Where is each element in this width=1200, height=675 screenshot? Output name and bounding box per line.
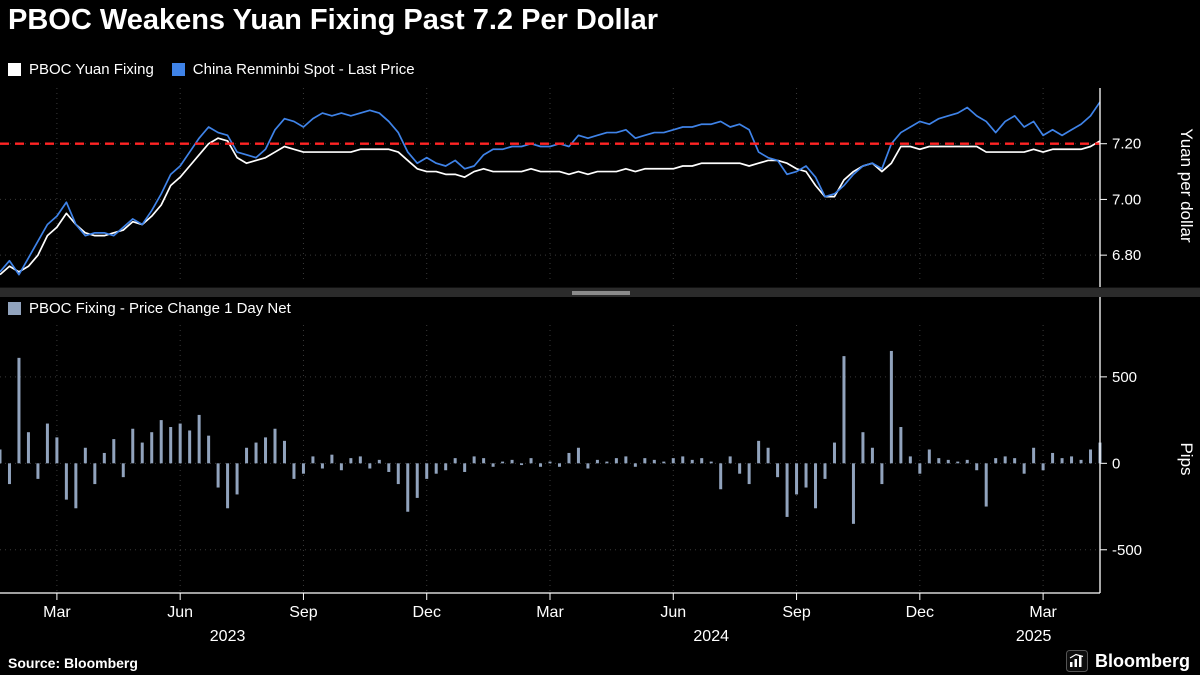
x-tick-label: Dec bbox=[906, 604, 934, 621]
axes: Mar Jun Sep Dec Mar Jun Sep Dec Mar 2023 2024 2025 bbox=[0, 88, 1101, 645]
year-label: 2024 bbox=[693, 628, 729, 645]
chart-title: PBOC Weakens Yuan Fixing Past 7.2 Per Do… bbox=[8, 4, 659, 36]
line-series-0 bbox=[0, 137, 1101, 276]
source-label: Source: Bloomberg bbox=[8, 655, 138, 671]
line-series-1 bbox=[0, 101, 1101, 276]
legend-label-bars: PBOC Fixing - Price Change 1 Day Net bbox=[29, 300, 291, 317]
bloomberg-logo: Bloomberg bbox=[1065, 650, 1190, 672]
x-tick-label: Mar bbox=[1029, 604, 1057, 621]
x-tick-label: Mar bbox=[536, 604, 564, 621]
y-tick-label: 7.20 bbox=[1112, 136, 1141, 153]
panel-bottom: 500 0 -500 Pips bbox=[0, 325, 1196, 593]
chart-canvas: 6.80 7.00 7.20 Yuan per dollar 500 0 -500 Pips M… bbox=[0, 88, 1196, 645]
bloomberg-logo-text: Bloomberg bbox=[1094, 650, 1190, 671]
year-label: 2023 bbox=[210, 628, 246, 645]
panel-divider bbox=[0, 287, 1200, 297]
legend-label-spot: China Renminbi Spot - Last Price bbox=[192, 61, 415, 78]
divider-handle-icon bbox=[572, 291, 630, 295]
x-tick-label: Dec bbox=[412, 604, 440, 621]
fixing-swatch-icon bbox=[8, 63, 21, 76]
legend-item-bars: PBOC Fixing - Price Change 1 Day Net bbox=[8, 300, 291, 317]
x-tick-label: Sep bbox=[289, 604, 318, 621]
x-tick-label: Jun bbox=[167, 604, 193, 621]
y-axis-title: Pips bbox=[1177, 442, 1196, 475]
legend-label-fixing: PBOC Yuan Fixing bbox=[29, 61, 154, 78]
bloomberg-logo-icon bbox=[1065, 650, 1088, 672]
y-tick-label: 500 bbox=[1112, 369, 1137, 386]
x-tick-label: Mar bbox=[43, 604, 71, 621]
legend-item-fixing: PBOC Yuan Fixing bbox=[8, 61, 154, 78]
y-axis-title: Yuan per dollar bbox=[1177, 128, 1196, 243]
bars-swatch-icon bbox=[8, 302, 21, 315]
y-tick-label: 6.80 bbox=[1112, 247, 1141, 264]
legend-top: PBOC Yuan Fixing China Renminbi Spot - L… bbox=[8, 61, 433, 78]
bar-series bbox=[0, 350, 1102, 524]
y-tick-label: -500 bbox=[1112, 542, 1142, 559]
y-tick-label: 7.00 bbox=[1112, 191, 1141, 208]
year-label: 2025 bbox=[1016, 628, 1052, 645]
y-tick-label: 0 bbox=[1112, 455, 1120, 472]
panel-top: 6.80 7.00 7.20 Yuan per dollar bbox=[0, 88, 1196, 283]
x-tick-label: Jun bbox=[660, 604, 686, 621]
x-tick-label: Sep bbox=[782, 604, 811, 621]
legend-item-spot: China Renminbi Spot - Last Price bbox=[171, 61, 415, 78]
legend-bottom: PBOC Fixing - Price Change 1 Day Net bbox=[8, 300, 309, 317]
spot-swatch-icon bbox=[171, 63, 185, 76]
